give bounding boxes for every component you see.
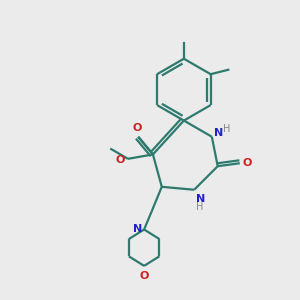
Text: N: N: [134, 224, 142, 235]
Text: O: O: [140, 271, 149, 281]
Text: O: O: [242, 158, 251, 168]
Text: H: H: [223, 124, 230, 134]
Text: H: H: [196, 202, 203, 212]
Text: O: O: [132, 123, 141, 133]
Text: N: N: [196, 194, 205, 204]
Text: N: N: [214, 128, 224, 138]
Text: O: O: [115, 155, 124, 165]
